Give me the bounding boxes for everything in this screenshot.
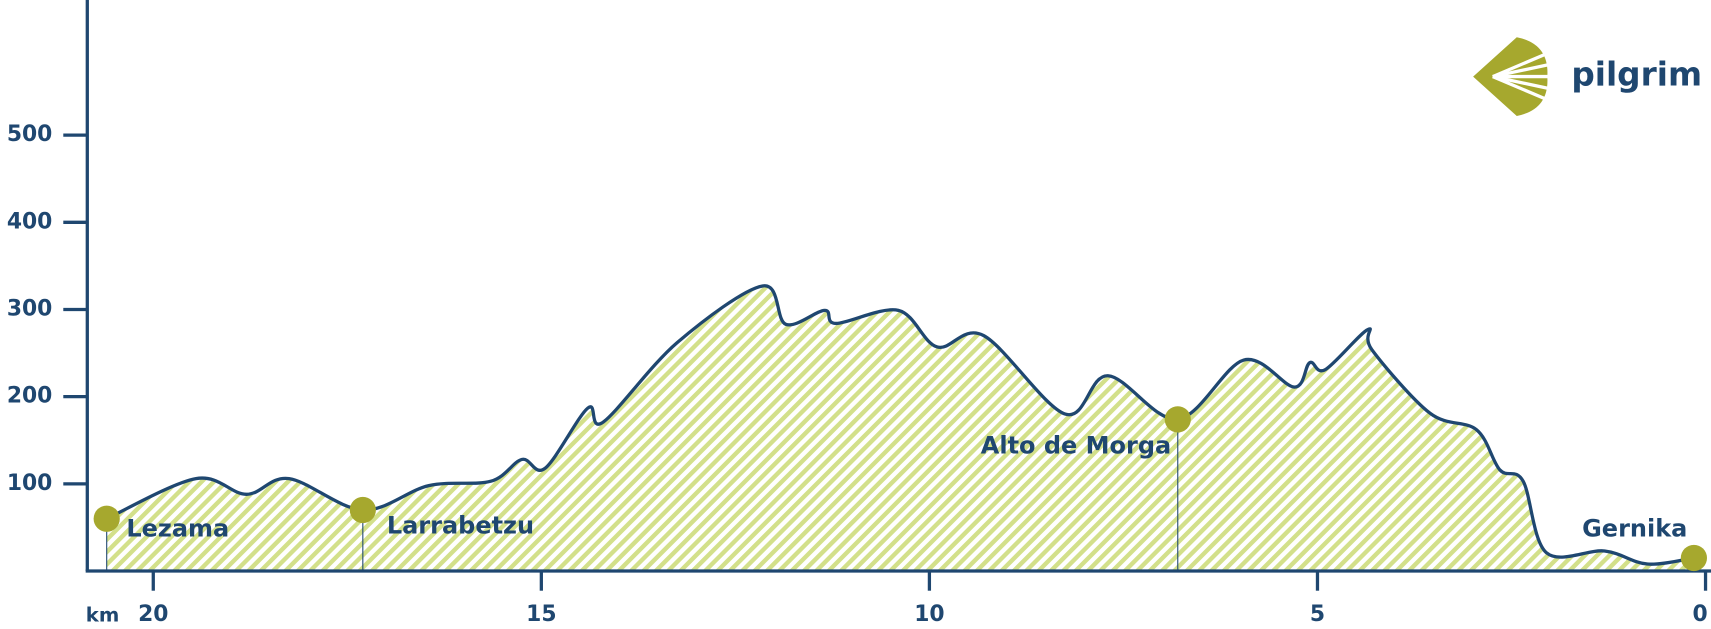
stop-label: Larrabetzu (387, 511, 534, 539)
logo: pilgrim (1473, 37, 1702, 116)
x-axis-label: km (86, 603, 120, 626)
stop-marker (93, 505, 120, 532)
x-tick-label: 20 (138, 602, 168, 627)
y-tick-label: 400 (7, 209, 53, 234)
y-tick-label: 100 (7, 471, 53, 496)
elevation-line (106, 284, 1695, 566)
logo-text: pilgrim (1571, 56, 1702, 94)
x-tick-label: 5 (1310, 602, 1325, 627)
elevation-area (106, 285, 1694, 572)
stop-marker (349, 496, 376, 524)
y-tick-label: 300 (7, 296, 53, 321)
logo-shell-ribs (1492, 50, 1551, 103)
y-tick-label: 200 (7, 384, 53, 409)
stop-marker (1680, 544, 1707, 572)
stop-label: Lezama (126, 515, 229, 543)
stop-label: Alto de Morga (981, 432, 1171, 460)
x-tick-label: 15 (526, 602, 556, 627)
stop-marker (1164, 406, 1191, 433)
x-tick-label: 10 (914, 602, 944, 627)
stop-label: Gernika (1582, 514, 1687, 542)
y-tick-label: 500 (7, 122, 53, 147)
x-tick-label: 0 (1692, 602, 1707, 627)
